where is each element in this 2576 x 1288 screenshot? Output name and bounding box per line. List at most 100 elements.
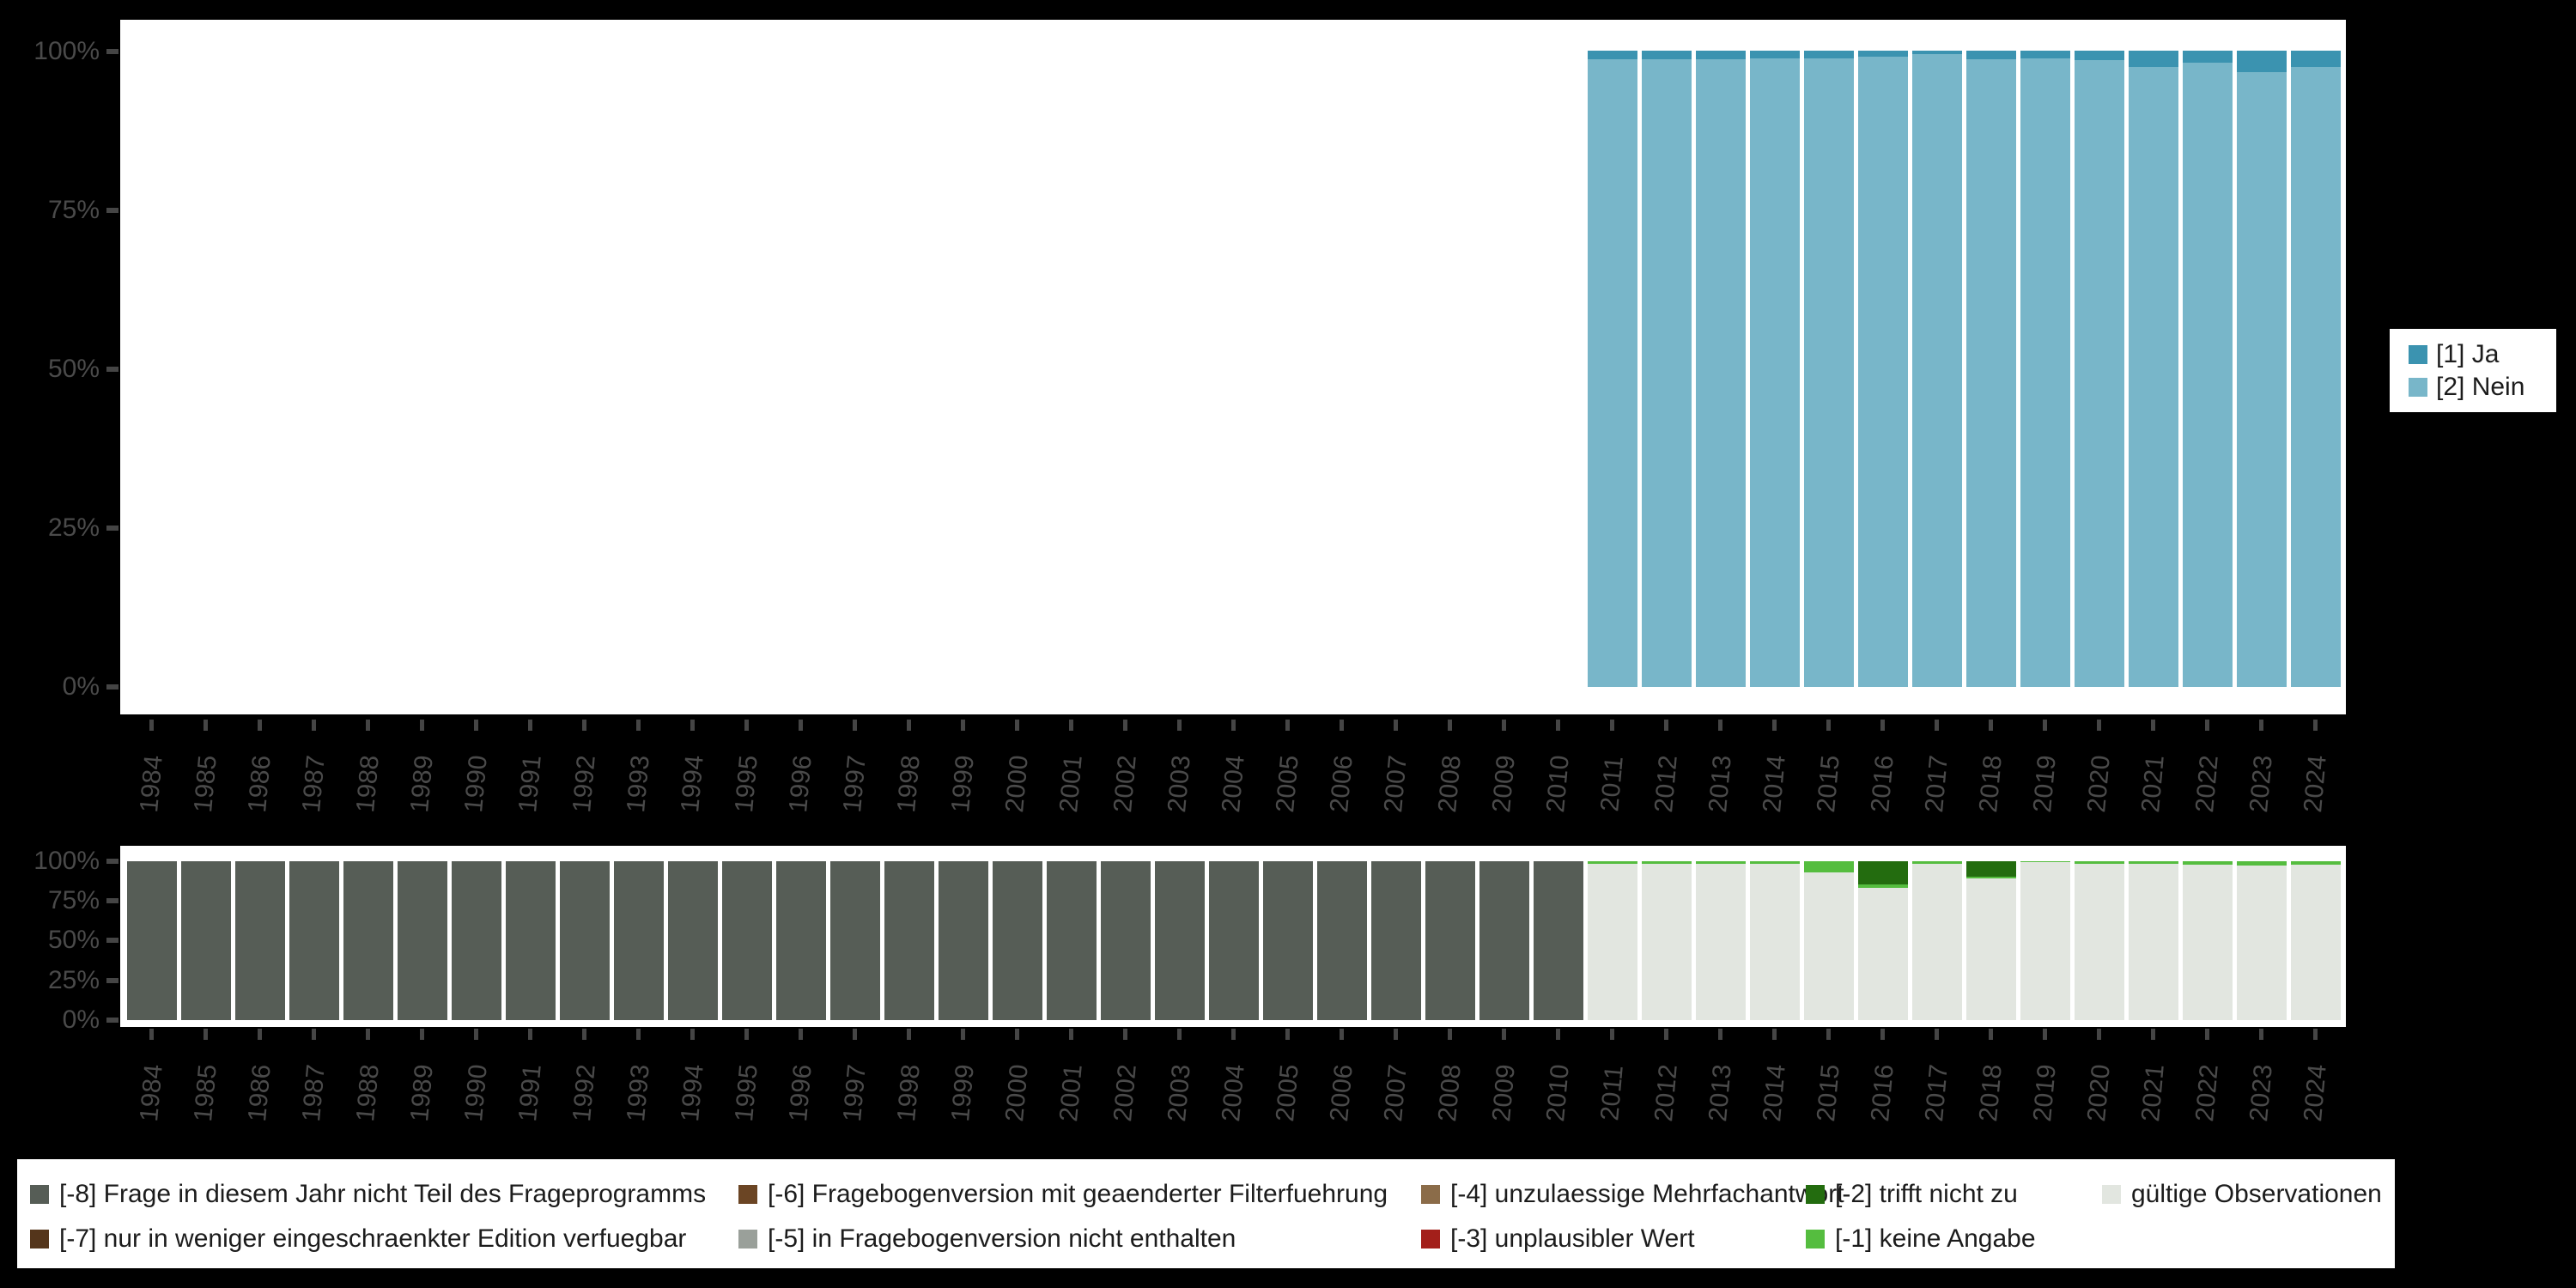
x-axis-label: 1989	[405, 754, 439, 814]
bar-1987	[289, 51, 339, 687]
bar-1993	[614, 861, 664, 1020]
bar-segment	[2129, 51, 2178, 68]
x-axis-tick	[1935, 1029, 1939, 1040]
legend-color-swatch	[1421, 1230, 1440, 1249]
y-axis-label: 75%	[47, 886, 100, 914]
x-axis-tick	[799, 720, 803, 731]
bar-2001	[1047, 861, 1097, 1020]
x-axis-label: 2024	[2299, 1063, 2332, 1123]
x-axis-tick	[149, 1029, 154, 1040]
bar-segment	[2237, 72, 2287, 687]
legend-item: [-6] Fragebogenversion mit geaenderter F…	[738, 1182, 1388, 1207]
x-axis-slot: 2005	[1263, 1029, 1313, 1149]
x-axis-tick	[1772, 1029, 1777, 1040]
x-axis-label: 1999	[946, 1063, 980, 1123]
y-axis-tick	[106, 1018, 118, 1023]
bar-segment	[343, 861, 393, 1020]
x-axis-slot: 2004	[1209, 720, 1259, 840]
bar-1991	[506, 51, 556, 687]
bar-segment	[1479, 861, 1529, 1020]
legend-color-swatch	[1806, 1230, 1825, 1249]
bar-segment	[668, 861, 718, 1020]
x-axis-slot: 2003	[1155, 1029, 1205, 1149]
x-axis-slot: 2022	[2183, 1029, 2233, 1149]
bar-2007	[1371, 51, 1421, 687]
legend-color-swatch	[738, 1230, 757, 1249]
bar-segment	[1858, 884, 1908, 889]
x-axis-label: 1997	[838, 1063, 872, 1123]
x-axis-label: 2005	[1271, 1063, 1304, 1123]
bar-2004	[1209, 51, 1259, 687]
x-axis-tick	[2259, 720, 2263, 731]
x-axis-tick	[1231, 720, 1236, 731]
y-axis-tick	[106, 938, 118, 943]
x-axis-tick	[853, 720, 857, 731]
x-axis-tick	[1610, 1029, 1614, 1040]
bar-1990	[452, 51, 501, 687]
bar-1999	[939, 861, 988, 1020]
x-axis-tick	[1448, 1029, 1452, 1040]
x-axis-label: 1985	[189, 1063, 222, 1123]
bar-segment	[1966, 876, 2016, 878]
x-axis-slot: 2024	[2291, 720, 2341, 840]
x-axis-slot: 2006	[1317, 1029, 1367, 1149]
bar-segment	[2237, 866, 2287, 1020]
bar-2020	[2075, 861, 2124, 1020]
x-axis-slot: 1987	[289, 720, 339, 840]
bar-2012	[1642, 51, 1692, 687]
x-axis-slot: 2005	[1263, 720, 1313, 840]
bar-segment	[1101, 861, 1151, 1020]
legend-color-swatch	[2102, 1185, 2121, 1204]
x-axis-label: 1992	[568, 754, 601, 814]
bar-2023	[2237, 861, 2287, 1020]
x-axis-slot: 1998	[884, 1029, 934, 1149]
x-axis-slot: 1992	[560, 720, 610, 840]
bar-segment	[181, 861, 231, 1020]
bar-2023	[2237, 51, 2287, 687]
bar-2000	[993, 861, 1042, 1020]
x-axis-tick	[2043, 720, 2047, 731]
x-axis-label: 2015	[1812, 1063, 1845, 1123]
x-axis-slot: 1994	[668, 720, 718, 840]
bar-segment	[2129, 67, 2178, 687]
x-axis-label: 2014	[1758, 1063, 1791, 1123]
x-axis-slot: 2017	[1912, 720, 1962, 840]
x-axis-label: 2015	[1812, 754, 1845, 814]
x-axis-slot: 2016	[1858, 1029, 1908, 1149]
x-axis-tick	[2205, 720, 2209, 731]
bar-2009	[1479, 861, 1529, 1020]
bar-2017	[1912, 51, 1962, 687]
bar-segment	[2183, 63, 2233, 687]
bar-segment	[1804, 58, 1854, 687]
bar-1996	[776, 51, 826, 687]
x-axis-slot: 2000	[993, 1029, 1042, 1149]
x-axis-slot: 1993	[614, 720, 664, 840]
legend-item: [2] Nein	[2409, 374, 2556, 400]
bar-segment	[1209, 861, 1259, 1020]
x-axis-slot: 2007	[1371, 1029, 1421, 1149]
x-axis-slot: 1986	[235, 720, 285, 840]
x-axis-tick	[1123, 1029, 1127, 1040]
legend-label: [-6] Fragebogenversion mit geaenderter F…	[768, 1180, 1388, 1208]
x-axis-slot: 1992	[560, 1029, 610, 1149]
bar-1986	[235, 51, 285, 687]
x-axis-tick	[1285, 1029, 1290, 1040]
legend-label: gültige Observationen	[2131, 1180, 2382, 1208]
x-axis-label: 1986	[243, 754, 276, 814]
bar-segment	[398, 861, 447, 1020]
x-axis-slot: 2020	[2075, 720, 2124, 840]
x-axis-slot: 2015	[1804, 720, 1854, 840]
bar-2007	[1371, 861, 1421, 1020]
x-axis-slot: 2012	[1642, 1029, 1692, 1149]
bar-segment	[1155, 861, 1205, 1020]
x-axis-slot: 2003	[1155, 720, 1205, 840]
x-axis-slot: 1995	[722, 720, 772, 840]
x-axis-label: 2006	[1325, 754, 1358, 814]
legend-color-swatch	[30, 1185, 49, 1204]
bar-segment	[2075, 863, 2124, 1020]
x-axis-label: 2004	[1217, 1063, 1250, 1123]
bar-1984	[127, 861, 177, 1020]
bar-1997	[830, 51, 880, 687]
x-axis-label: 2001	[1054, 1063, 1088, 1123]
legend-color-swatch	[2409, 377, 2427, 397]
